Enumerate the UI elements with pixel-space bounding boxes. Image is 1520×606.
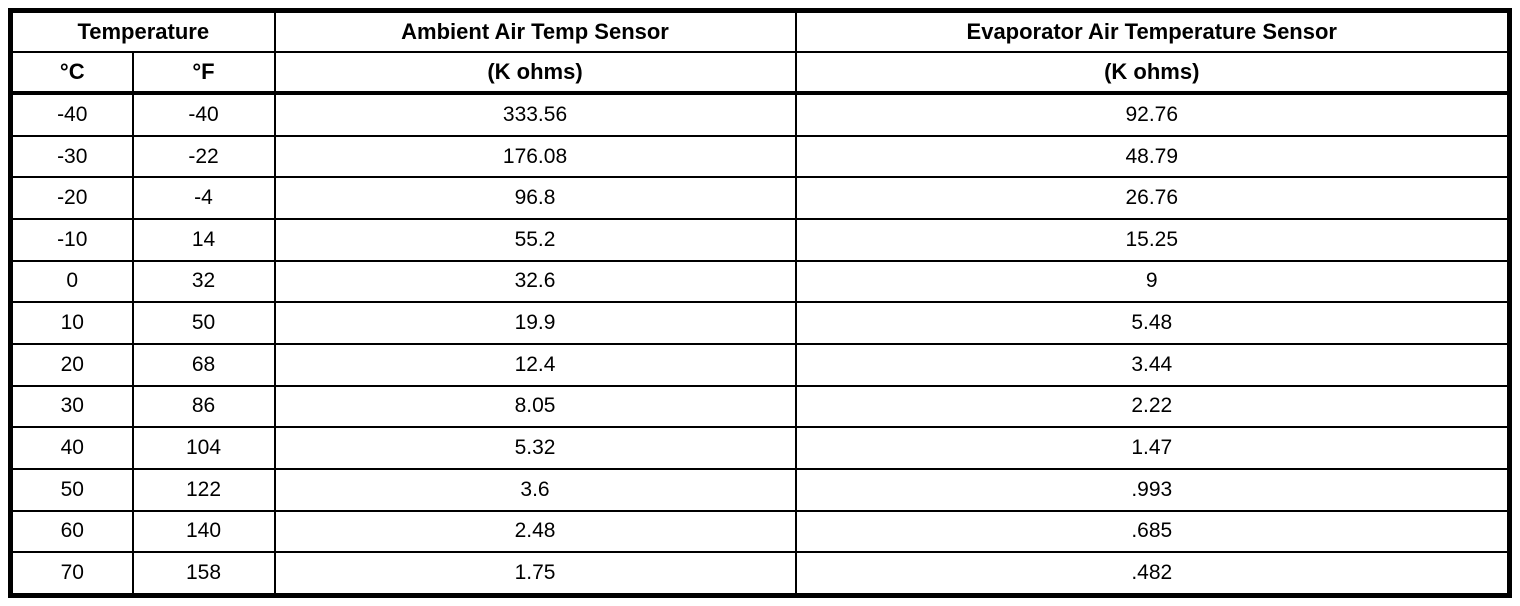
table-row: 50 122 3.6 .993 bbox=[9, 467, 1511, 512]
col-group-evaporator-air-temperature-sensor: Evaporator Air Temperature Sensor bbox=[794, 9, 1511, 53]
col-header-ambient-kohms: (K ohms) bbox=[273, 51, 797, 95]
col-header-fahrenheit: °F bbox=[131, 51, 276, 95]
cell-ambient-kohms: 176.08 bbox=[273, 134, 797, 179]
cell-ambient-kohms: 12.4 bbox=[273, 342, 797, 387]
cell-ambient-kohms: 3.6 bbox=[273, 467, 797, 512]
table-row: 10 50 19.9 5.48 bbox=[9, 301, 1511, 345]
cell-fahrenheit: 86 bbox=[131, 384, 276, 429]
cell-evaporator-kohms: .482 bbox=[794, 551, 1511, 597]
cell-fahrenheit: 140 bbox=[131, 509, 276, 554]
cell-ambient-kohms: 8.05 bbox=[273, 384, 797, 429]
cell-ambient-kohms: 1.75 bbox=[273, 551, 797, 597]
cell-ambient-kohms: 55.2 bbox=[273, 217, 797, 262]
cell-fahrenheit: 158 bbox=[131, 551, 276, 597]
col-header-celsius: °C bbox=[9, 51, 134, 95]
cell-evaporator-kohms: 3.44 bbox=[794, 342, 1511, 387]
table-row: 60 140 2.48 .685 bbox=[9, 509, 1511, 554]
cell-ambient-kohms: 32.6 bbox=[273, 259, 797, 304]
table-header: Temperature Ambient Air Temp Sensor Evap… bbox=[9, 9, 1511, 95]
col-group-ambient-air-temp-sensor: Ambient Air Temp Sensor bbox=[273, 9, 797, 53]
cell-ambient-kohms: 96.8 bbox=[273, 176, 797, 220]
cell-celsius: -40 bbox=[9, 92, 134, 137]
table-row: -10 14 55.2 15.25 bbox=[9, 217, 1511, 262]
cell-celsius: -20 bbox=[9, 176, 134, 220]
cell-evaporator-kohms: 2.22 bbox=[794, 384, 1511, 429]
cell-celsius: 40 bbox=[9, 426, 134, 470]
cell-ambient-kohms: 2.48 bbox=[273, 509, 797, 554]
cell-fahrenheit: -4 bbox=[131, 176, 276, 220]
cell-fahrenheit: 32 bbox=[131, 259, 276, 304]
table-row: 0 32 32.6 9 bbox=[9, 259, 1511, 304]
table-row: 40 104 5.32 1.47 bbox=[9, 426, 1511, 470]
cell-celsius: 0 bbox=[9, 259, 134, 304]
cell-evaporator-kohms: 9 bbox=[794, 259, 1511, 304]
table-body: -40 -40 333.56 92.76 -30 -22 176.08 48.7… bbox=[9, 92, 1511, 597]
cell-celsius: 30 bbox=[9, 384, 134, 429]
cell-evaporator-kohms: 1.47 bbox=[794, 426, 1511, 470]
col-group-temperature: Temperature bbox=[9, 9, 276, 53]
cell-fahrenheit: 104 bbox=[131, 426, 276, 470]
table-row: -20 -4 96.8 26.76 bbox=[9, 176, 1511, 220]
cell-celsius: 10 bbox=[9, 301, 134, 345]
cell-celsius: -10 bbox=[9, 217, 134, 262]
cell-celsius: 60 bbox=[9, 509, 134, 554]
cell-fahrenheit: -40 bbox=[131, 92, 276, 137]
table-row: -30 -22 176.08 48.79 bbox=[9, 134, 1511, 179]
cell-evaporator-kohms: 15.25 bbox=[794, 217, 1511, 262]
header-group-row: Temperature Ambient Air Temp Sensor Evap… bbox=[9, 9, 1511, 53]
cell-evaporator-kohms: 92.76 bbox=[794, 92, 1511, 137]
table-row: -40 -40 333.56 92.76 bbox=[9, 92, 1511, 137]
cell-evaporator-kohms: 48.79 bbox=[794, 134, 1511, 179]
col-header-evaporator-kohms: (K ohms) bbox=[794, 51, 1511, 95]
cell-fahrenheit: 122 bbox=[131, 467, 276, 512]
cell-fahrenheit: 68 bbox=[131, 342, 276, 387]
cell-celsius: 20 bbox=[9, 342, 134, 387]
table-row: 70 158 1.75 .482 bbox=[9, 551, 1511, 597]
cell-ambient-kohms: 5.32 bbox=[273, 426, 797, 470]
cell-evaporator-kohms: 5.48 bbox=[794, 301, 1511, 345]
cell-ambient-kohms: 333.56 bbox=[273, 92, 797, 137]
cell-evaporator-kohms: .685 bbox=[794, 509, 1511, 554]
cell-celsius: -30 bbox=[9, 134, 134, 179]
cell-fahrenheit: 50 bbox=[131, 301, 276, 345]
cell-celsius: 70 bbox=[9, 551, 134, 597]
header-units-row: °C °F (K ohms) (K ohms) bbox=[9, 51, 1511, 95]
cell-evaporator-kohms: 26.76 bbox=[794, 176, 1511, 220]
cell-fahrenheit: 14 bbox=[131, 217, 276, 262]
cell-fahrenheit: -22 bbox=[131, 134, 276, 179]
cell-ambient-kohms: 19.9 bbox=[273, 301, 797, 345]
sensor-resistance-table: Temperature Ambient Air Temp Sensor Evap… bbox=[8, 8, 1512, 598]
cell-evaporator-kohms: .993 bbox=[794, 467, 1511, 512]
table-row: 20 68 12.4 3.44 bbox=[9, 342, 1511, 387]
table-row: 30 86 8.05 2.22 bbox=[9, 384, 1511, 429]
cell-celsius: 50 bbox=[9, 467, 134, 512]
